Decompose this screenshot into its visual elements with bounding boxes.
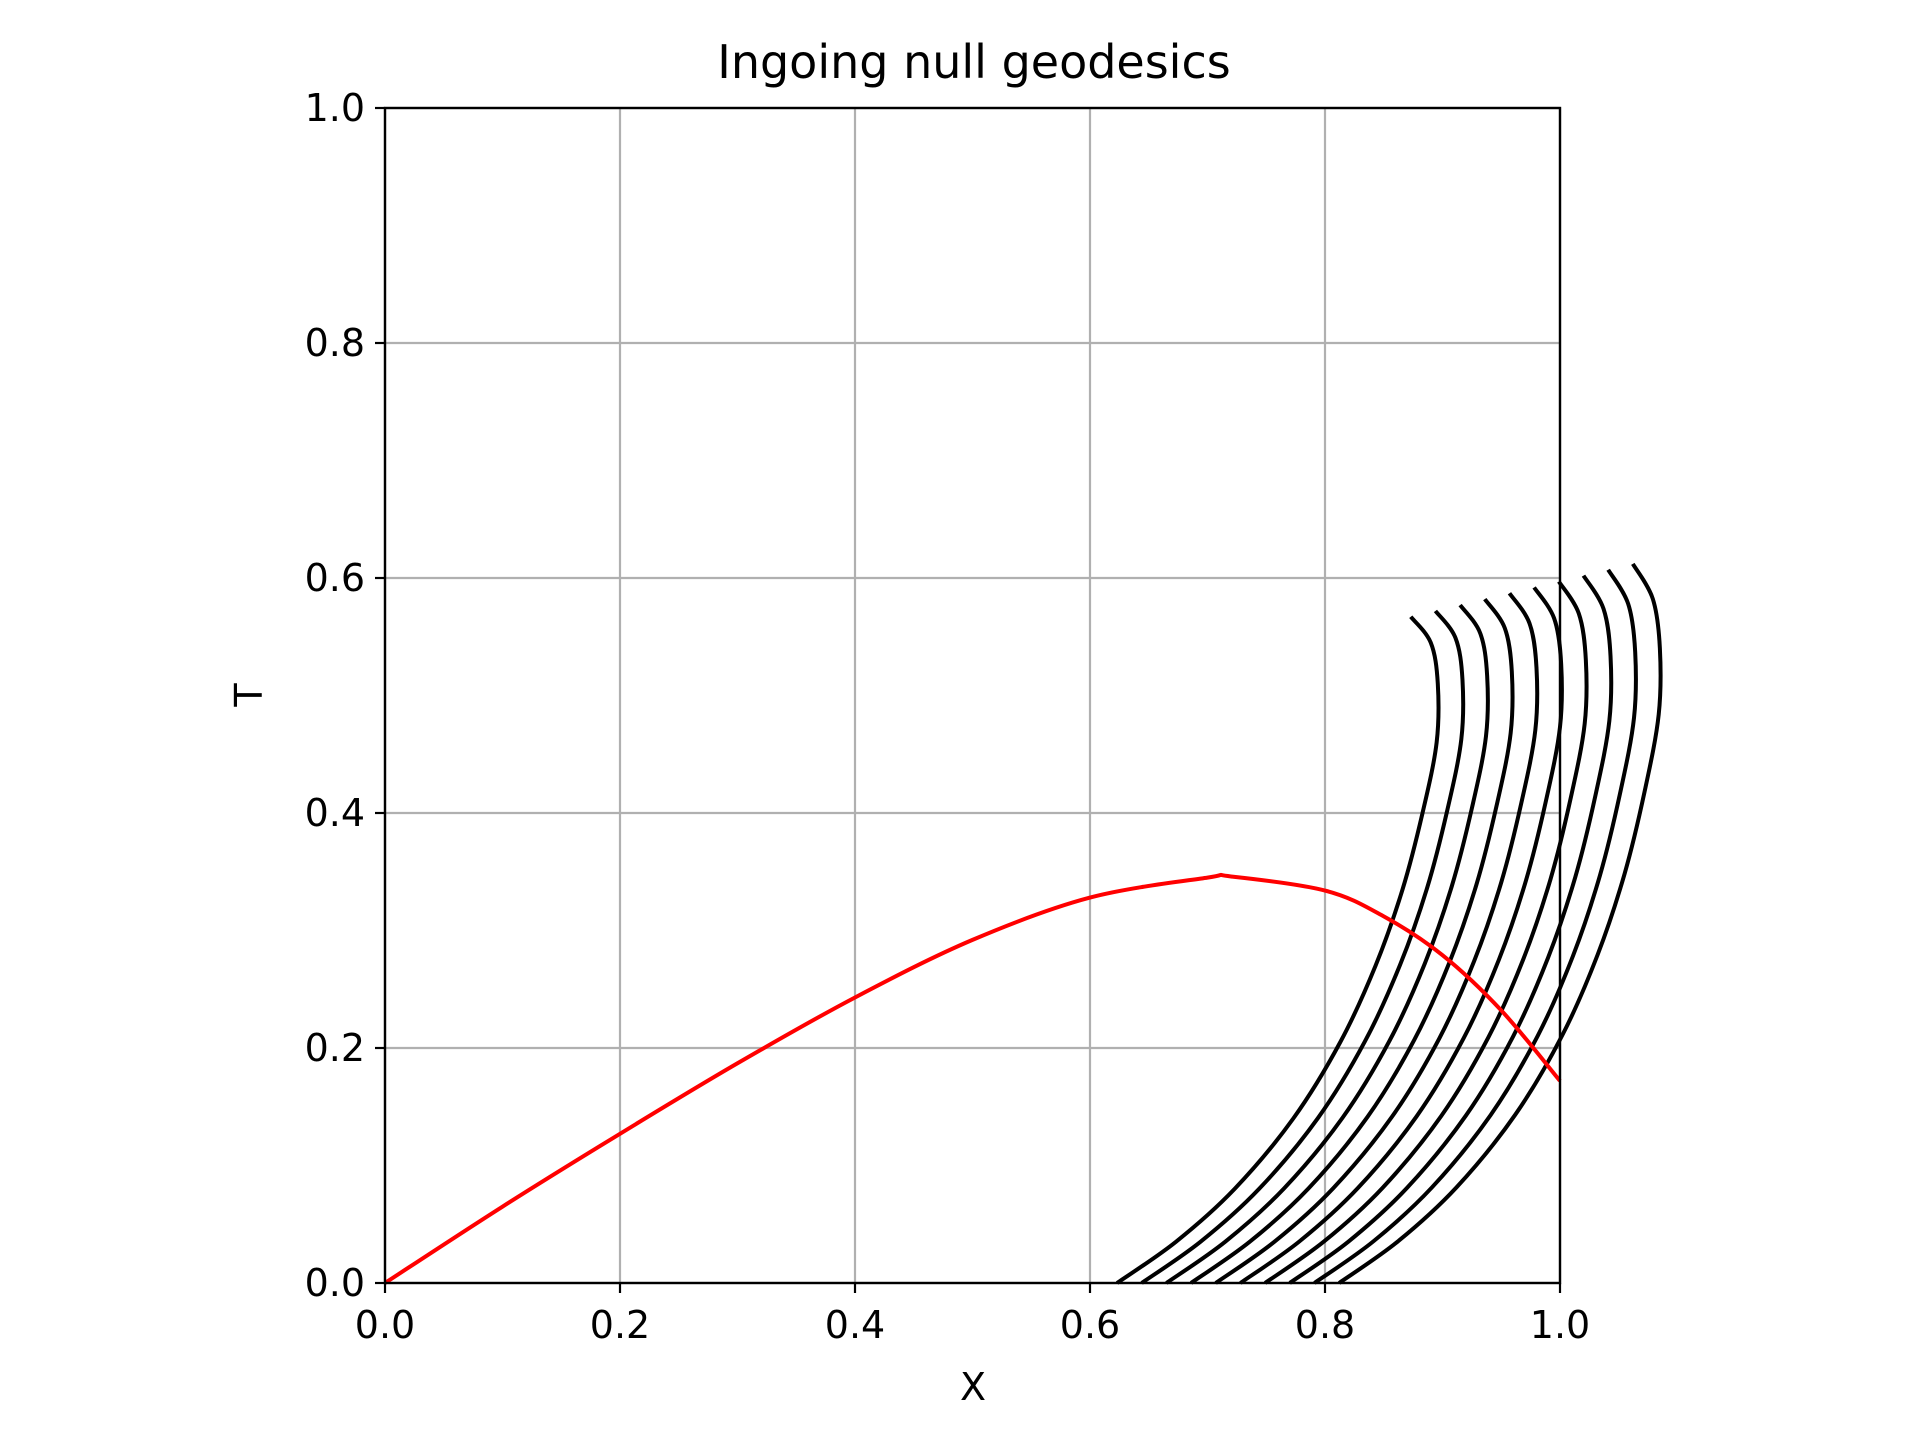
x-tick-label: 0.8	[1295, 1303, 1355, 1347]
geodesic-curve	[1214, 592, 1540, 1285]
geodesic-curve	[1288, 574, 1614, 1285]
y-tick-label: 0.6	[305, 556, 365, 600]
geodesic-curve	[1115, 615, 1441, 1285]
geodesic-curve	[1140, 609, 1466, 1285]
geodesic-curve	[1313, 568, 1638, 1285]
x-tick-label: 0.6	[1060, 1303, 1120, 1347]
axis-ticks: 0.0 0.2 0.4 0.6 0.8 1.0 0.0 0.2 0.4 0.6 0.8 1.0	[305, 86, 1591, 1347]
y-tick-label: 0.4	[305, 791, 365, 835]
x-tick-label: 0.2	[590, 1303, 650, 1347]
x-tick-label: 0.0	[355, 1303, 415, 1347]
plot-frame	[383, 106, 1562, 1285]
geodesic-curve	[1263, 580, 1589, 1285]
x-tick-label: 0.4	[825, 1303, 885, 1347]
plot-curves	[383, 562, 1663, 1285]
chart-title: Ingoing null geodesics	[717, 35, 1230, 89]
y-axis-label: T	[227, 683, 271, 708]
y-tick-label: 0.8	[305, 321, 365, 365]
red-curve	[383, 872, 1562, 1285]
geodesic-curve	[1337, 562, 1663, 1285]
y-tick-label: 1.0	[305, 86, 365, 130]
x-tick-label: 1.0	[1530, 1303, 1590, 1347]
geodesic-curve	[1189, 597, 1515, 1285]
y-tick-label: 0.2	[305, 1026, 365, 1070]
y-tick-label: 0.0	[305, 1261, 365, 1305]
x-axis-label: X	[960, 1365, 986, 1409]
grid	[383, 106, 1562, 1285]
